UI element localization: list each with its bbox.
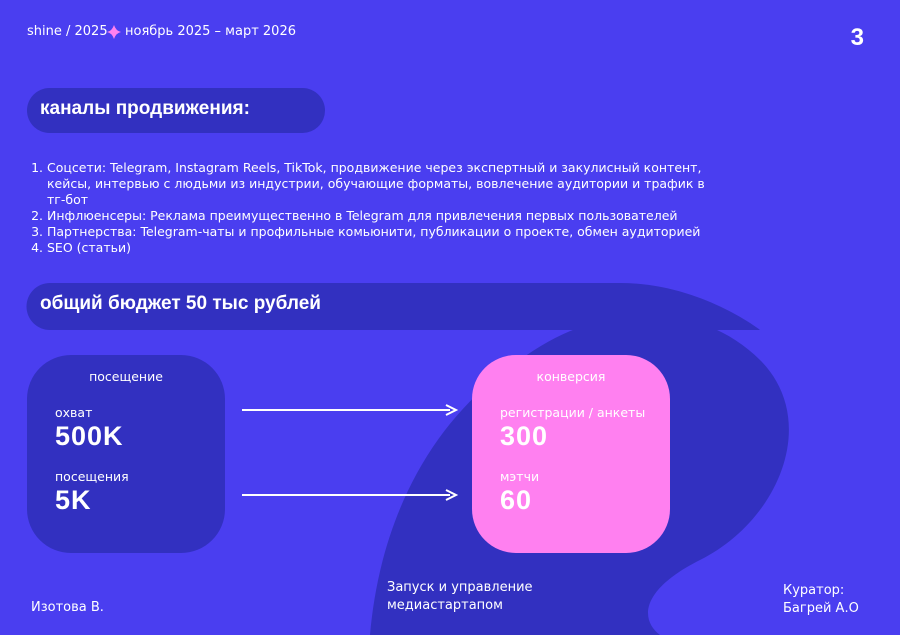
metric-label: регистрации / анкеты	[500, 405, 646, 420]
metric-value: 5K	[55, 485, 92, 515]
page-number: 3	[850, 24, 864, 51]
metric-value: 300	[500, 421, 549, 451]
curator-line: Куратор:	[783, 583, 845, 598]
card-title: конверсия	[536, 369, 606, 384]
period: ноябрь 2025 – март 2026	[125, 24, 296, 39]
section-title: общий бюджет 50 тыс рублей	[40, 293, 321, 314]
curator-line: Багрей А.О	[783, 601, 859, 616]
project-line: Запуск и управление	[387, 580, 533, 595]
channel-item: Партнерства: Telegram-чаты и профильные …	[47, 224, 727, 240]
visits-card: посещение охват 500K посещения 5K	[27, 355, 225, 553]
channel-item: Соцсети: Telegram, Instagram Reels, TikT…	[47, 160, 727, 208]
brand: shine / 2025	[27, 24, 108, 39]
card-title: посещение	[89, 369, 163, 384]
curator: Куратор: Багрей А.О	[783, 582, 859, 618]
channel-item: SEO (статьи)	[47, 240, 727, 256]
metric-label: посещения	[55, 469, 129, 484]
metric-value: 60	[500, 485, 533, 515]
author: Изотова В.	[31, 600, 104, 615]
metric-label: мэтчи	[500, 469, 540, 484]
channel-item: Инфлюенсеры: Реклама преимущественно в T…	[47, 208, 727, 224]
section-title: каналы продвижения:	[40, 98, 250, 119]
project-line: медиастартапом	[387, 598, 503, 613]
project: Запуск и управление медиастартапом	[387, 579, 533, 615]
conversion-card: конверсия регистрации / анкеты 300 мэтчи…	[472, 355, 670, 553]
metric-value: 500K	[55, 421, 124, 451]
channel-list: Соцсети: Telegram, Instagram Reels, TikT…	[27, 160, 727, 256]
metric-label: охват	[55, 405, 93, 420]
